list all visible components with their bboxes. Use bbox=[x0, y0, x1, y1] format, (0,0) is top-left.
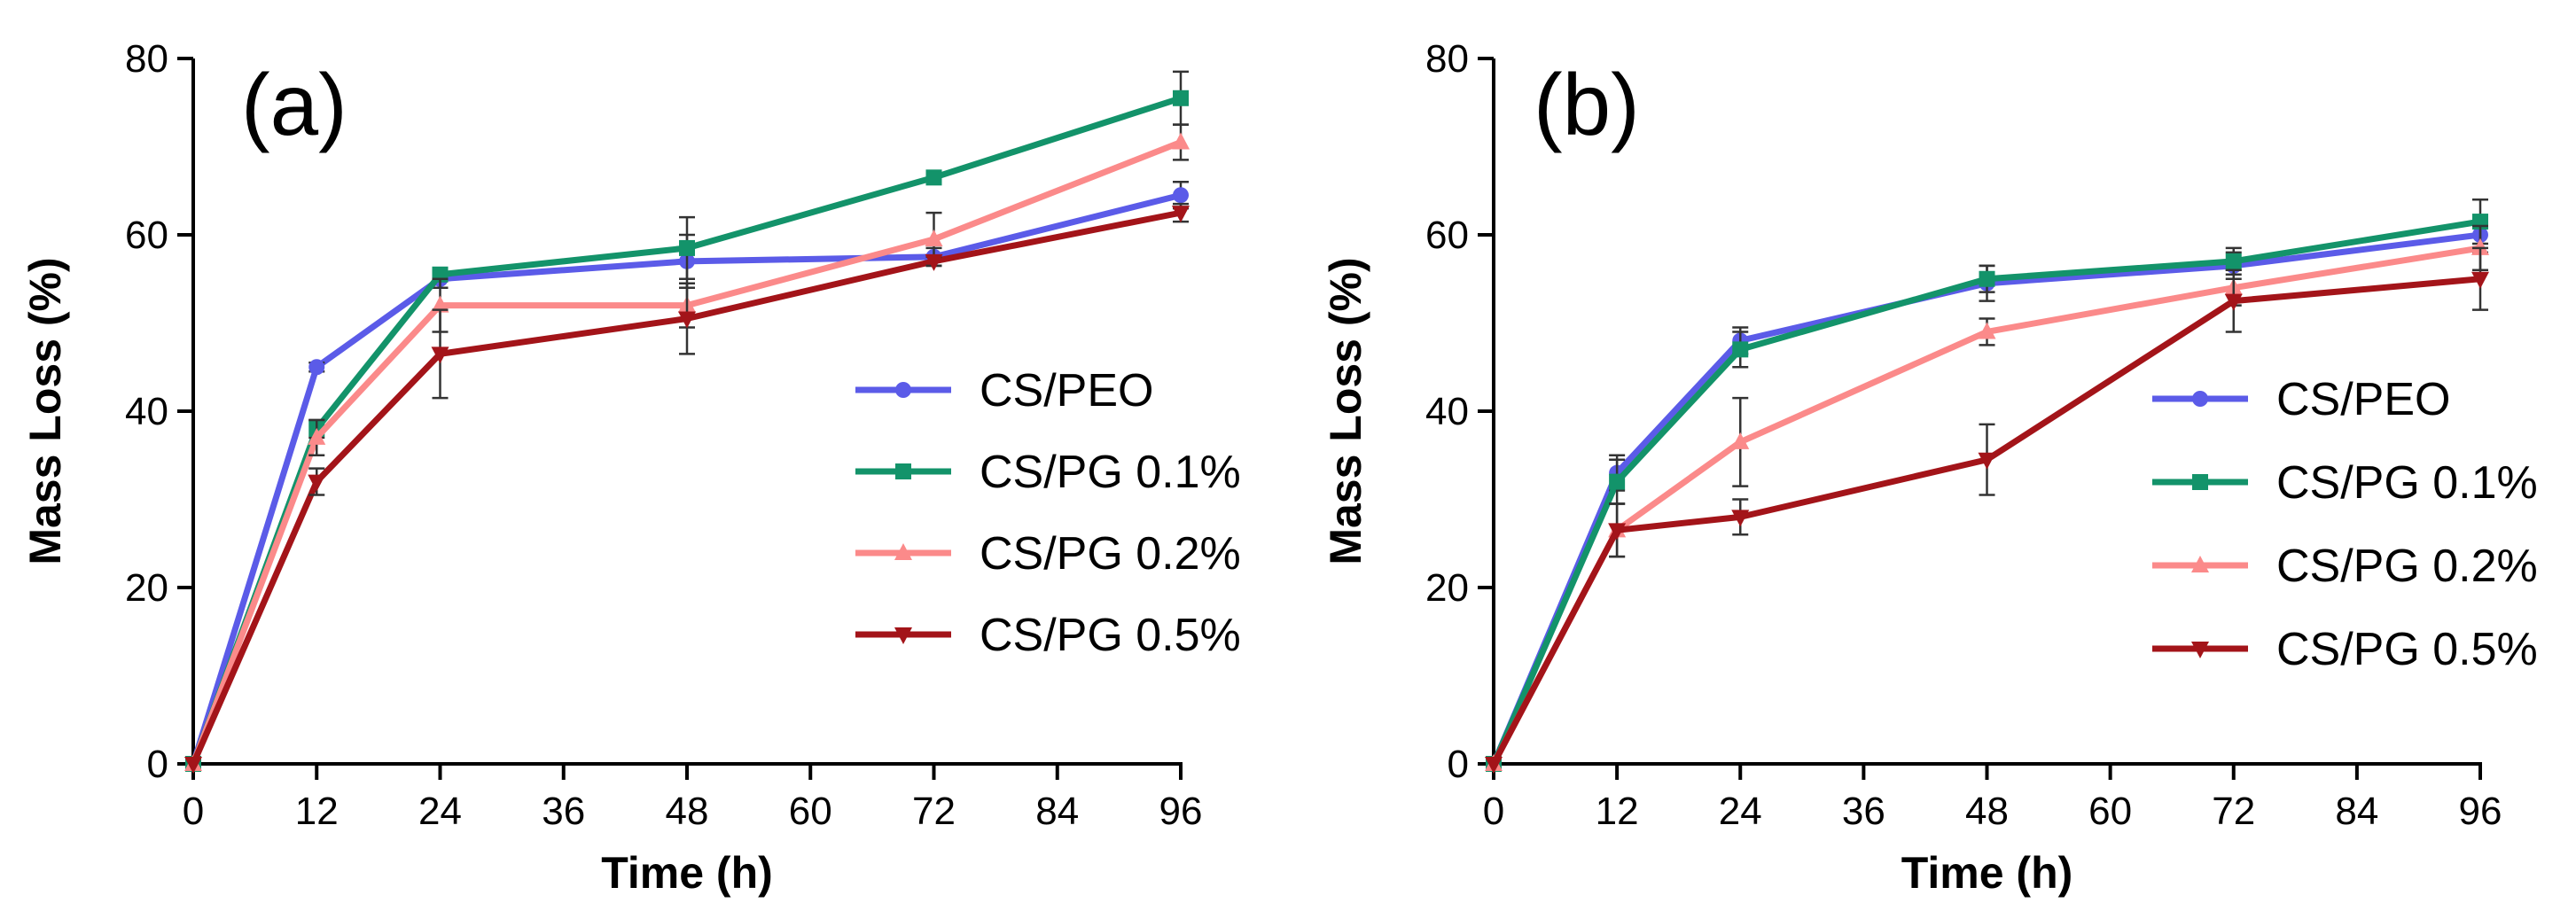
panel-a-data-point bbox=[925, 253, 943, 271]
panel-b-y-tick-label: 60 bbox=[1425, 214, 1469, 257]
panel-b-data-point bbox=[1979, 270, 1995, 287]
panel-b-data-point bbox=[1485, 757, 1503, 774]
panel-b-legend-label: CS/PEO bbox=[2276, 374, 2451, 425]
panel-a-x-tick-label: 0 bbox=[183, 790, 204, 833]
panel-a-y-tick-label: 60 bbox=[125, 214, 168, 257]
panel-a-x-tick-label: 84 bbox=[1035, 790, 1079, 833]
panel-a-y-tick-label: 20 bbox=[125, 566, 168, 610]
panel-b-series-4 bbox=[1485, 246, 2489, 774]
panel-b-legend-label: CS/PG 0.5% bbox=[2276, 624, 2538, 675]
panel-b-legend-marker bbox=[2192, 474, 2208, 490]
panel-b-x-axis-title: Time (h) bbox=[1901, 848, 2073, 898]
panel-a-panel-label: (a) bbox=[241, 56, 347, 153]
panel-a-legend-label: CS/PEO bbox=[980, 365, 1154, 416]
panel-a-series-4 bbox=[184, 202, 1190, 774]
panel-a-y-tick-label: 40 bbox=[125, 390, 168, 433]
panel-b-data-point bbox=[1978, 322, 1996, 339]
panel-b-data-point bbox=[2225, 253, 2242, 269]
panel-a-data-point bbox=[308, 474, 326, 492]
panel-a-data-point bbox=[678, 311, 696, 329]
panel-b-series-line bbox=[1490, 276, 2481, 766]
panel-b-y-tick-label: 80 bbox=[1425, 37, 1469, 81]
panel-a-y-tick-label: 80 bbox=[125, 37, 168, 81]
panel-b-x-tick-label: 0 bbox=[1483, 790, 1504, 833]
panel-a-data-point bbox=[925, 229, 943, 246]
panel-a-data-point bbox=[1173, 187, 1189, 204]
panel-b-x-tick-label: 84 bbox=[2335, 790, 2378, 833]
panel-b-y-tick-label: 40 bbox=[1425, 390, 1469, 433]
panel-b-panel-label: (b) bbox=[1534, 56, 1640, 153]
panel-a-data-point bbox=[184, 757, 202, 774]
panel-a-x-tick-label: 12 bbox=[295, 790, 339, 833]
panel-a-legend-marker bbox=[895, 463, 911, 479]
panel-b-y-tick-label: 0 bbox=[1448, 743, 1469, 786]
panel-a-series-2 bbox=[185, 70, 1189, 772]
panel-a-y-tick-label: 0 bbox=[147, 743, 168, 786]
panel-b-x-tick-label: 48 bbox=[1965, 790, 2009, 833]
panel-a-x-axis-title: Time (h) bbox=[601, 848, 773, 898]
panel-a-series-line bbox=[190, 139, 1183, 766]
panel-a-data-point bbox=[308, 427, 326, 445]
panel-a-legend-label: CS/PG 0.5% bbox=[980, 610, 1241, 661]
panel-a-legend-marker bbox=[894, 627, 912, 644]
panel-a-series-line bbox=[190, 191, 1182, 766]
panel-b-data-point bbox=[1731, 510, 1750, 527]
panel-a-x-tick-label: 48 bbox=[666, 790, 709, 833]
panel-b-data-point bbox=[1609, 473, 1626, 490]
panel-a-x-tick-label: 96 bbox=[1159, 790, 1203, 833]
panel-b-legend-marker bbox=[2191, 642, 2209, 658]
panel-b-legend-marker bbox=[2192, 391, 2208, 407]
panel-b-x-tick-label: 60 bbox=[2088, 790, 2132, 833]
panel-a-y-axis-title: Mass Loss (%) bbox=[20, 257, 70, 564]
panel-b-legend-label: CS/PG 0.1% bbox=[2276, 457, 2538, 509]
panel-a-x-tick-label: 72 bbox=[912, 790, 956, 833]
panel-a-legend-label: CS/PG 0.1% bbox=[980, 447, 1241, 498]
panel-b-legend-marker bbox=[2191, 556, 2209, 572]
chart-panel-a: 0 12 24 36 48 60 72 84 96 0 20 40 60 80 Time (h) Mass L… bbox=[20, 37, 1241, 898]
panel-a-legend-label: CS/PG 0.2% bbox=[980, 528, 1241, 580]
panel-a-data-point bbox=[431, 295, 449, 313]
panel-a-data-point bbox=[679, 239, 695, 256]
panel-a-x-tick-label: 24 bbox=[418, 790, 462, 833]
panel-b-data-point bbox=[2471, 271, 2489, 289]
panel-a-data-point bbox=[925, 169, 942, 186]
panel-b-data-point bbox=[1608, 523, 1627, 541]
panel-b-legend: CS/PEO CS/PG 0.1% CS/PG 0.2% CS/PG 0.5% bbox=[2152, 374, 2538, 675]
panel-b-y-axis-title: Mass Loss (%) bbox=[1321, 257, 1370, 564]
panel-b-data-point bbox=[1731, 432, 1750, 449]
panel-b-x-tick-label: 12 bbox=[1596, 790, 1639, 833]
panel-a-legend-marker bbox=[894, 543, 912, 560]
panel-a-data-point bbox=[1172, 206, 1190, 223]
panel-a-x-tick-label: 60 bbox=[789, 790, 832, 833]
panel-a-data-point bbox=[431, 346, 449, 364]
panel-a-x-tick-label: 36 bbox=[542, 790, 585, 833]
panel-a-data-point bbox=[1172, 132, 1190, 150]
panel-b-x-tick-label: 36 bbox=[1842, 790, 1885, 833]
panel-a-series-line bbox=[190, 209, 1182, 766]
panel-b-data-point bbox=[2471, 237, 2489, 255]
panel-b-legend-label: CS/PG 0.2% bbox=[2276, 541, 2538, 592]
panel-a-legend: CS/PEO CS/PG 0.1% CS/PG 0.2% CS/PG 0.5% bbox=[855, 365, 1241, 661]
panel-b-x-tick-label: 96 bbox=[2459, 790, 2502, 833]
panel-a-data-point bbox=[1173, 90, 1189, 106]
panel-b-data-point bbox=[2224, 293, 2243, 311]
panel-b-data-point bbox=[1732, 341, 1749, 358]
panel-b-series-line bbox=[1490, 218, 2481, 766]
panel-b-series-2 bbox=[1486, 198, 2488, 772]
panel-a-data-point bbox=[308, 359, 325, 376]
chart-panel-b: 0 12 24 36 48 60 72 84 96 0 20 40 60 80 Time (h) Mass L… bbox=[1321, 37, 2538, 898]
panel-a-legend-marker bbox=[895, 382, 911, 398]
panel-b-x-tick-label: 72 bbox=[2212, 790, 2255, 833]
panel-b-x-tick-label: 24 bbox=[1719, 790, 1762, 833]
panel-b-data-point bbox=[1978, 452, 1996, 470]
panel-b-y-tick-label: 20 bbox=[1425, 566, 1469, 610]
